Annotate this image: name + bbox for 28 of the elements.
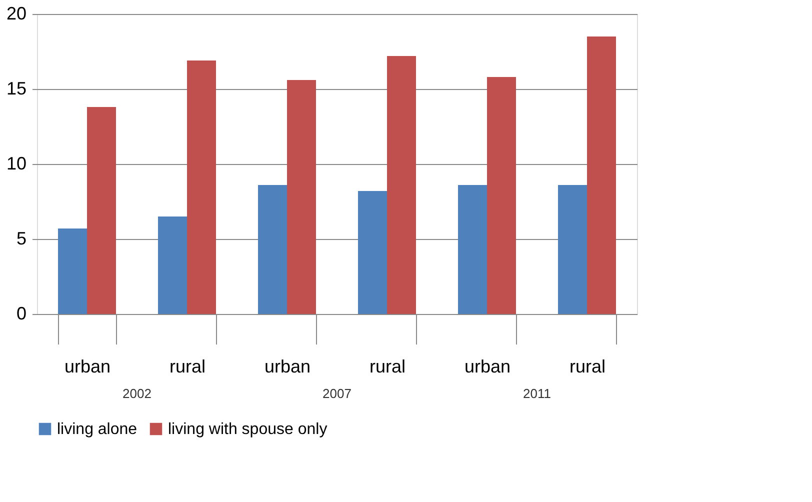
text: 2011 bbox=[523, 386, 551, 401]
bar bbox=[187, 60, 216, 314]
bar bbox=[58, 228, 87, 314]
legend-label: living with spouse only bbox=[168, 421, 328, 438]
x-tick-label: urban bbox=[464, 356, 511, 376]
bar bbox=[358, 191, 387, 314]
x-tick-label: urban bbox=[64, 356, 111, 376]
bar bbox=[158, 216, 187, 314]
bar bbox=[387, 56, 416, 314]
bar bbox=[258, 185, 287, 314]
bar bbox=[558, 185, 587, 314]
bar bbox=[487, 77, 516, 314]
y-tick-label: 10 bbox=[6, 154, 26, 174]
x-tick-label: rural bbox=[369, 356, 406, 376]
bar bbox=[458, 185, 487, 314]
x-tick-label: rural bbox=[169, 356, 206, 376]
y-tick-label: 20 bbox=[6, 4, 26, 24]
legend-label: living alone bbox=[57, 421, 138, 438]
y-tick-label: 5 bbox=[16, 228, 26, 248]
x-tick-label: urban bbox=[264, 356, 311, 376]
bar bbox=[287, 80, 316, 314]
y-tick-label: 0 bbox=[16, 304, 26, 324]
y-tick-label: 15 bbox=[6, 78, 26, 98]
text: 2007 bbox=[322, 386, 352, 401]
bar bbox=[587, 36, 616, 314]
text: 2002 bbox=[122, 386, 152, 401]
bar bbox=[87, 107, 116, 314]
x-tick-label: rural bbox=[569, 356, 606, 376]
